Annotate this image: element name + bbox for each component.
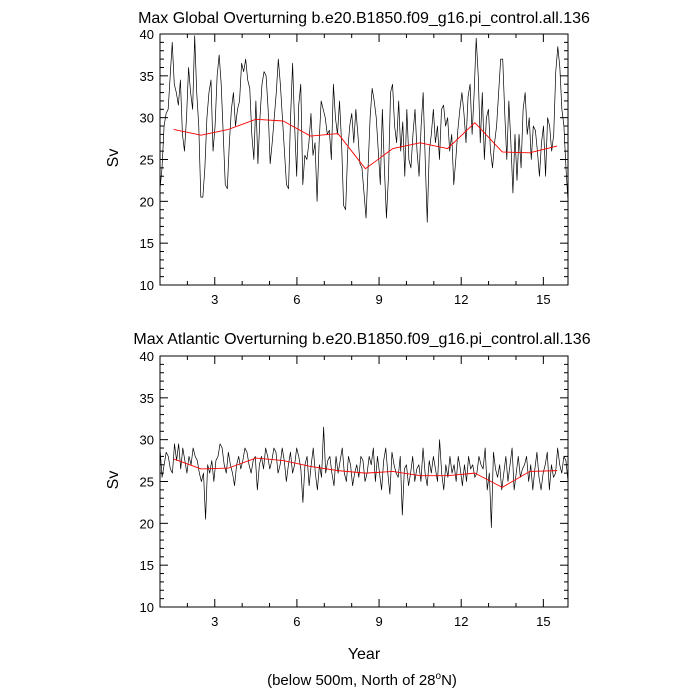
y-tick-label: 25	[140, 475, 154, 490]
annual-mean-line	[173, 118, 558, 170]
footnote-degree: o	[436, 671, 442, 682]
data-series	[159, 35, 569, 223]
y-tick-label: 10	[140, 600, 154, 615]
x-tick-label: 6	[293, 292, 300, 307]
y-tick-label: 20	[140, 516, 154, 531]
x-tick-label: 9	[375, 292, 382, 307]
y-axis-label: Sv	[105, 471, 122, 490]
y-tick-label: 20	[140, 194, 154, 209]
plot-frame	[159, 33, 569, 286]
x-tick-label: 6	[293, 614, 300, 629]
footnote-prefix: (below 500m, North of 28	[267, 672, 435, 689]
plot-frame	[159, 355, 569, 608]
y-tick-label: 15	[140, 558, 154, 573]
monthly-line	[159, 35, 569, 223]
y-tick-label: 40	[140, 27, 154, 42]
y-tick-label: 30	[140, 111, 154, 126]
annual-mean-line	[173, 457, 558, 488]
y-tick-label: 40	[140, 349, 154, 364]
atlantic-overturning-panel: Max Atlantic Overturning b.e20.B1850.f09…	[105, 331, 591, 663]
monthly-line	[159, 426, 569, 528]
x-tick-label: 9	[375, 614, 382, 629]
tick-labels: 3 6 9 12 15 10 15 20 25 30 35 40	[140, 349, 551, 629]
x-axis-label: Year	[348, 646, 381, 663]
chart-title: Max Global Overturning b.e20.B1850.f09_g…	[138, 10, 590, 27]
x-tick-label: 3	[211, 614, 218, 629]
data-series	[159, 426, 569, 528]
y-tick-label: 10	[140, 278, 154, 293]
tick-labels: 3 6 9 12 15 10 15 20 25 30 35 40	[140, 27, 551, 307]
chart-title: Max Atlantic Overturning b.e20.B1850.f09…	[133, 331, 590, 348]
y-tick-label: 30	[140, 433, 154, 448]
y-axis-label: Sv	[105, 149, 122, 168]
y-tick-label: 15	[140, 236, 154, 251]
x-tick-label: 12	[454, 614, 468, 629]
footnote-suffix: N)	[441, 672, 457, 689]
x-tick-label: 12	[454, 292, 468, 307]
axis-ticks	[159, 33, 568, 286]
y-tick-label: 25	[140, 153, 154, 168]
y-tick-label: 35	[140, 69, 154, 84]
x-tick-label: 15	[536, 614, 550, 629]
x-tick-label: 3	[211, 292, 218, 307]
x-tick-label: 15	[536, 292, 550, 307]
footnote: (below 500m, North of 28oN)	[267, 671, 457, 689]
axis-ticks	[159, 355, 568, 608]
y-tick-label: 35	[140, 391, 154, 406]
global-overturning-panel: Max Global Overturning b.e20.B1850.f09_g…	[105, 10, 590, 307]
